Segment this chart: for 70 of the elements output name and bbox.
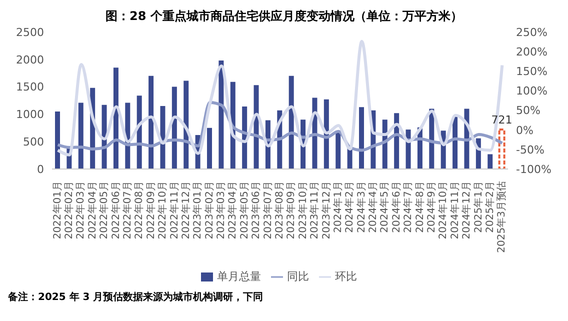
y2-tick-label: 100% bbox=[516, 84, 548, 98]
x-tick-label: 2023年12月 bbox=[320, 181, 332, 240]
x-tick-label: 2022年11月 bbox=[168, 181, 180, 240]
data-label: 721 bbox=[491, 113, 512, 126]
x-tick-label: 2023年07月 bbox=[262, 181, 274, 240]
x-tick-label: 2023年09月 bbox=[285, 181, 298, 240]
bar bbox=[160, 106, 166, 169]
x-tick-label: 2023年03月 bbox=[215, 181, 228, 240]
x-tick-label: 2023年10月 bbox=[296, 181, 309, 240]
x-tick-label: 2022年01月 bbox=[51, 181, 64, 240]
x-tick-label: 2024年4月 bbox=[367, 181, 380, 233]
y-tick-label: 500 bbox=[23, 136, 44, 149]
x-tick-label: 2022年09月 bbox=[144, 181, 157, 240]
x-tick-label: 2023年06月 bbox=[250, 181, 262, 240]
x-tick-label: 2024年7月 bbox=[402, 181, 414, 233]
x-tick-label: 2022年02月 bbox=[63, 181, 76, 240]
x-tick-label: 2022年06月 bbox=[110, 181, 122, 240]
x-tick-label: 2023年08月 bbox=[274, 181, 286, 240]
x-tick-label: 2024年11月 bbox=[448, 181, 461, 240]
legend-label: 环比 bbox=[335, 270, 357, 283]
x-tick-label: 2023年02月 bbox=[203, 181, 216, 240]
x-tick-label: 2024年8月 bbox=[414, 181, 426, 233]
y2-tick-label: -100% bbox=[516, 162, 552, 176]
x-tick-label: 2024年6月 bbox=[390, 181, 402, 233]
x-tick-label: 2023年05月 bbox=[238, 181, 250, 240]
x-tick-label: 2022年07月 bbox=[122, 181, 134, 240]
legend-label: 同比 bbox=[287, 270, 309, 283]
bar bbox=[488, 154, 493, 169]
x-tick-label: 2024年9月 bbox=[426, 181, 438, 233]
x-tick-label: 2022年08月 bbox=[133, 181, 146, 240]
bar bbox=[78, 102, 84, 169]
x-tick-label: 2022年10月 bbox=[156, 181, 169, 240]
bar bbox=[336, 132, 341, 169]
x-tick-label: 2025年3月预估 bbox=[496, 181, 508, 253]
legend-label: 单月总量 bbox=[217, 270, 261, 283]
y-tick-label: 1500 bbox=[16, 80, 44, 94]
x-tick-label: 2025年2月 bbox=[484, 181, 496, 233]
y-tick-label: 1000 bbox=[16, 108, 44, 122]
y2-tick-label: 250% bbox=[516, 26, 548, 39]
x-tick-label: 2023年04月 bbox=[226, 181, 239, 240]
x-tick-label: 2022年05月 bbox=[98, 181, 110, 240]
x-tick-label: 2024年10月 bbox=[437, 181, 450, 240]
y-tick-label: 0 bbox=[37, 162, 44, 176]
bar bbox=[288, 76, 294, 169]
y2-tick-label: 0% bbox=[516, 124, 534, 137]
x-tick-label: 2022年12月 bbox=[180, 181, 192, 240]
bar bbox=[218, 60, 224, 169]
x-tick-label: 2022年04月 bbox=[86, 181, 98, 240]
y2-tick-label: 200% bbox=[516, 45, 548, 58]
y2-tick-label: 150% bbox=[516, 65, 548, 78]
x-tick-label: 2024年1月 bbox=[332, 181, 344, 233]
bar bbox=[359, 107, 364, 169]
bar bbox=[207, 128, 212, 169]
x-tick-label: 2023年01月 bbox=[192, 181, 204, 240]
x-tick-label: 2022年03月 bbox=[74, 181, 87, 240]
x-tick-label: 2023年11月 bbox=[308, 181, 321, 240]
x-tick-label: 2024年3月 bbox=[355, 181, 368, 233]
y-tick-label: 2500 bbox=[16, 26, 44, 39]
text: 备注：2025 年 3 月预估数据来源为城市机构调研，下同 bbox=[8, 290, 264, 304]
x-tick-label: 2025年1月 bbox=[472, 181, 484, 233]
x-tick-label: 2024年12月 bbox=[460, 181, 473, 240]
chart-title: 图：28 个重点城市商品住宅供应月度变动情况（单位：万平方米） bbox=[104, 8, 464, 24]
y2-tick-label: 50% bbox=[516, 104, 540, 118]
x-tick-label: 2024年2月 bbox=[344, 181, 356, 233]
bar bbox=[148, 76, 154, 169]
bar bbox=[113, 68, 118, 169]
x-tick-label: 2024年5月 bbox=[378, 181, 391, 233]
y-tick-label: 2000 bbox=[16, 53, 44, 66]
y2-tick-label: -50% bbox=[516, 143, 544, 156]
bar bbox=[55, 111, 60, 169]
